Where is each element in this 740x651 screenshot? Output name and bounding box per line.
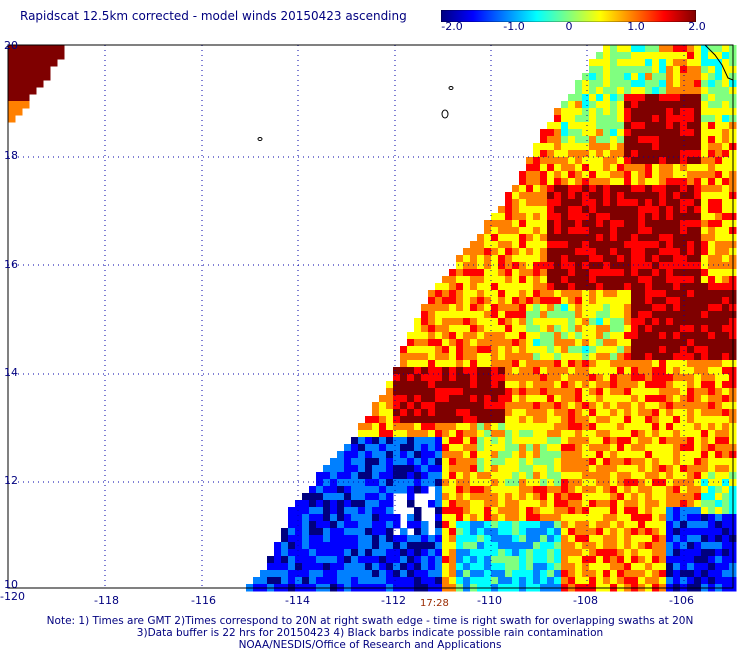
lat-label: 20 [4, 39, 18, 52]
note-line-2: 3)Data buffer is 22 hrs for 20150423 4) … [136, 627, 604, 639]
lat-label: 14 [4, 366, 18, 379]
lat-label: 16 [4, 258, 18, 271]
colorbar [441, 10, 696, 22]
coastline [704, 44, 734, 81]
colorbar-tick: 2.0 [688, 20, 706, 33]
lat-label: 12 [4, 474, 18, 487]
lon-label: -106 [669, 594, 694, 607]
swath-time-label: 17:28 [420, 598, 449, 609]
colorbar-tick: -2.0 [441, 20, 463, 33]
colorbar-tick: 1.0 [627, 20, 645, 33]
lon-label: -110 [477, 594, 502, 607]
lat-label: 18 [4, 149, 18, 162]
plot-frame [7, 44, 734, 589]
lon-label: -108 [573, 594, 598, 607]
wind-difference-field [8, 45, 737, 592]
lat-label: 10 [4, 578, 18, 591]
note-line-1: Note: 1) Times are GMT 2)Times correspon… [46, 615, 694, 627]
lon-label: -120 [0, 590, 25, 603]
lon-label: -116 [191, 594, 216, 607]
island-marker [448, 86, 454, 90]
wind-map [7, 44, 737, 592]
lon-label: -118 [94, 594, 119, 607]
plot-title: Rapidscat 12.5km corrected - model winds… [20, 9, 407, 23]
note-line-3: NOAA/NESDIS/Office of Research and Appli… [238, 639, 502, 651]
island-marker [257, 137, 263, 141]
lon-label: -114 [285, 594, 310, 607]
colorbar-tick: -1.0 [503, 20, 525, 33]
colorbar-tick: 0 [565, 20, 573, 33]
island-marker [441, 109, 449, 119]
lon-label: -112 [381, 594, 406, 607]
